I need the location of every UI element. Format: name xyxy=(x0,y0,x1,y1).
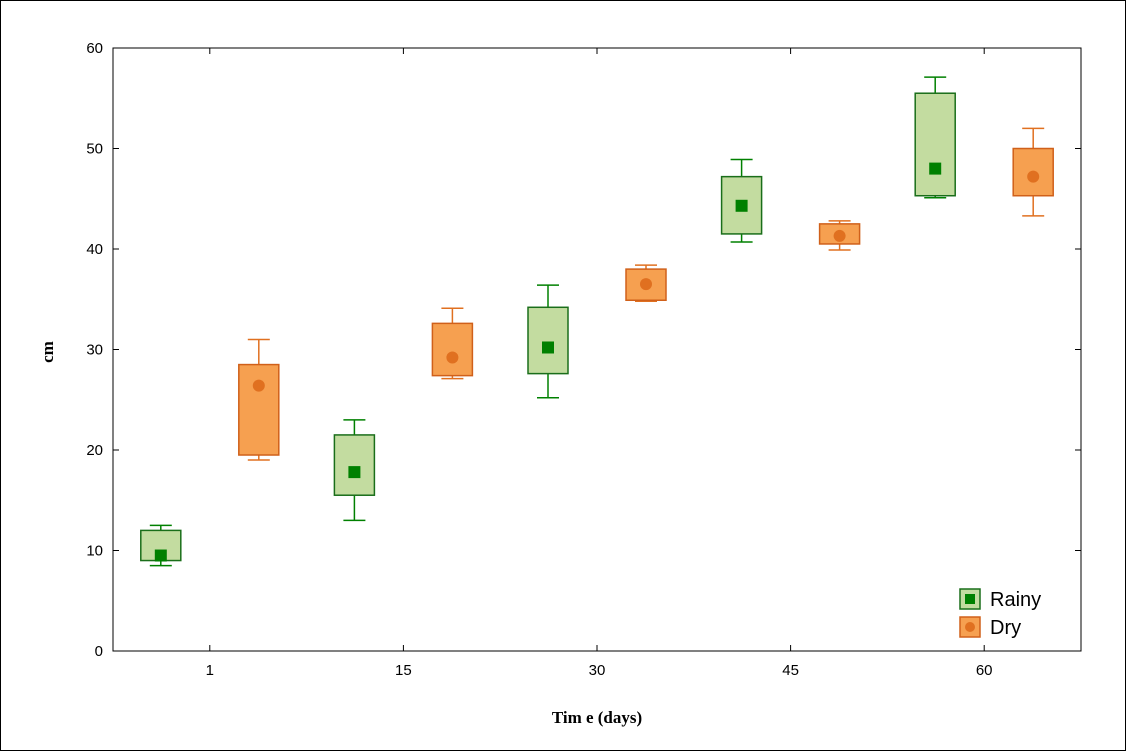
legend-label-rainy: Rainy xyxy=(990,589,1041,611)
box-dry xyxy=(818,220,861,251)
legend-marker-dry xyxy=(965,622,975,632)
box-series xyxy=(140,76,1054,567)
box-body xyxy=(431,322,474,377)
y-axis: 0 10 20 30 40 50 60 xyxy=(86,40,1081,660)
x-tick-label: 45 xyxy=(782,662,799,679)
legend: Rainy Dry xyxy=(959,588,1041,639)
box-rainy xyxy=(720,158,763,243)
y-tick-label: 50 xyxy=(86,141,103,158)
box-body xyxy=(238,363,280,456)
y-tick-label: 30 xyxy=(86,342,103,359)
x-axis: 1 15 30 45 60 xyxy=(206,48,993,679)
median-marker xyxy=(735,199,748,212)
y-axis-title: cm xyxy=(38,341,57,363)
median-marker xyxy=(348,466,361,479)
y-tick-label: 10 xyxy=(86,543,103,560)
box-dry xyxy=(625,264,667,303)
legend-item-dry: Dry xyxy=(959,616,1021,639)
y-tick-label: 0 xyxy=(95,643,103,660)
median-marker xyxy=(1027,170,1040,183)
box-body xyxy=(527,306,569,375)
box-rainy xyxy=(333,419,376,522)
x-tick-label: 30 xyxy=(589,662,606,679)
x-tick-label: 15 xyxy=(395,662,412,679)
box-rainy xyxy=(140,524,182,567)
median-marker xyxy=(252,379,265,392)
box-rainy xyxy=(914,76,956,199)
legend-label-dry: Dry xyxy=(990,617,1021,639)
box-dry xyxy=(1012,127,1054,217)
median-marker xyxy=(929,162,942,175)
x-axis-title: Tim e (days) xyxy=(552,708,642,727)
box-body xyxy=(333,434,376,496)
y-tick-label: 40 xyxy=(86,241,103,258)
median-marker xyxy=(446,351,459,364)
box-dry xyxy=(238,338,280,461)
legend-item-rainy: Rainy xyxy=(959,588,1041,611)
box-rainy xyxy=(527,284,569,399)
median-marker xyxy=(833,229,846,242)
y-tick-label: 60 xyxy=(86,40,103,57)
box-dry xyxy=(431,307,474,380)
x-tick-label: 60 xyxy=(976,662,993,679)
median-marker xyxy=(640,278,652,291)
median-marker xyxy=(542,341,554,354)
box-body xyxy=(914,92,956,197)
y-tick-label: 20 xyxy=(86,442,103,459)
x-tick-label: 1 xyxy=(206,662,214,679)
box-body xyxy=(720,175,763,235)
median-marker xyxy=(154,549,167,562)
legend-marker-rainy xyxy=(965,594,975,604)
